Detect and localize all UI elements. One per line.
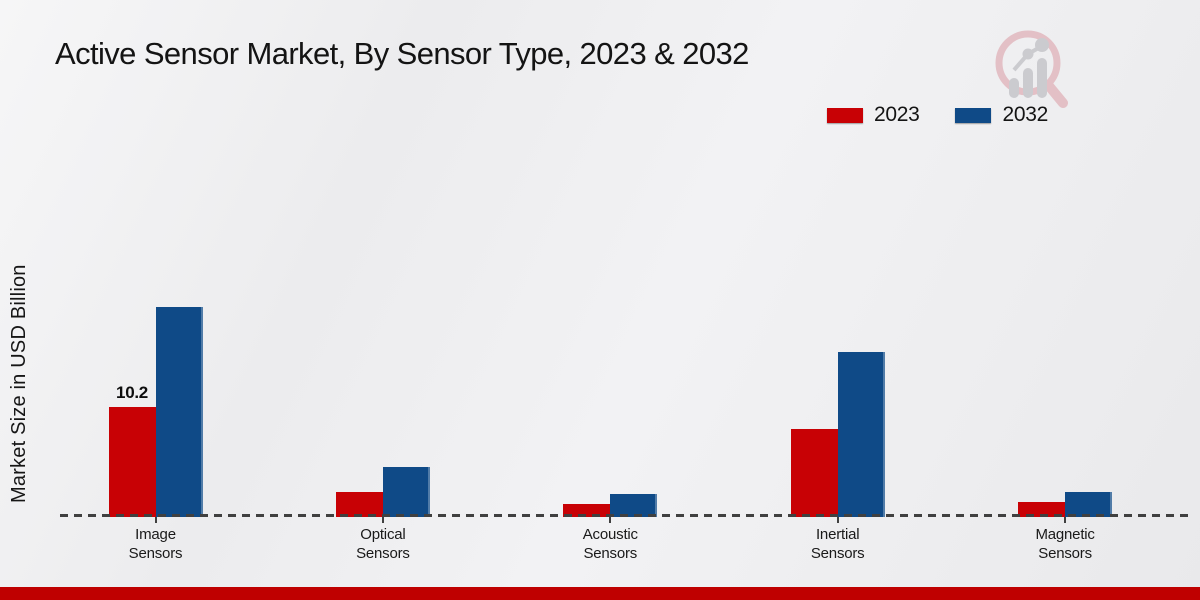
axis-tick-magnetic-sensors [1064, 517, 1067, 523]
bar-2023-acoustic-sensors [563, 504, 611, 517]
bar-group-optical-sensors [269, 467, 497, 517]
bar-2032-inertial-sensors [837, 352, 885, 517]
axis-tick-inertial-sensors [836, 517, 839, 523]
bar-2032-acoustic-sensors [610, 494, 658, 517]
category-label-image-sensors: Image Sensors [128, 526, 183, 562]
axis-tick-acoustic-sensors [609, 517, 612, 523]
category-label-acoustic-sensors: Acoustic Sensors [582, 526, 638, 562]
bar-2032-optical-sensors [382, 467, 430, 517]
legend-item-2023: 2023 [826, 103, 920, 127]
axis-tick-image-sensors [154, 517, 157, 523]
chart-title: Active Sensor Market, By Sensor Type, 20… [55, 36, 749, 71]
bar-group-image-sensors: 10.2 [42, 307, 270, 517]
legend-swatch-2032-icon [955, 107, 992, 123]
magnifier-bar-chart-logo-icon [995, 30, 1068, 108]
data-label-2023-image-sensors: 10.2 [116, 383, 148, 402]
category-label-inertial-sensors: Inertial Sensors [810, 526, 865, 562]
footer-stripe [0, 587, 1200, 600]
bar-group-acoustic-sensors [496, 494, 724, 517]
axis-tick-optical-sensors [381, 517, 384, 523]
category-label-optical-sensors: Optical Sensors [356, 526, 410, 562]
bar-group-inertial-sensors [724, 352, 952, 517]
bar-group-magnetic-sensors [951, 492, 1179, 517]
bar-2023-image-sensors: 10.2 [108, 383, 156, 517]
bar-2032-magnetic-sensors [1065, 492, 1113, 517]
legend-item-2032: 2032 [955, 103, 1048, 127]
bar-2023-magnetic-sensors [1018, 502, 1066, 517]
bar-2023-inertial-sensors [790, 429, 838, 517]
legend-swatch-2023-icon [826, 107, 863, 123]
legend-label-2032: 2032 [1002, 103, 1048, 126]
category-label-magnetic-sensors: Magnetic Sensors [1035, 526, 1095, 562]
legend-label-2023: 2023 [873, 103, 920, 126]
zero-baseline [60, 514, 1192, 517]
legend: 2023 2032 [826, 103, 1048, 127]
bar-2023-optical-sensors [335, 492, 383, 517]
bar-2032-image-sensors [155, 307, 203, 517]
